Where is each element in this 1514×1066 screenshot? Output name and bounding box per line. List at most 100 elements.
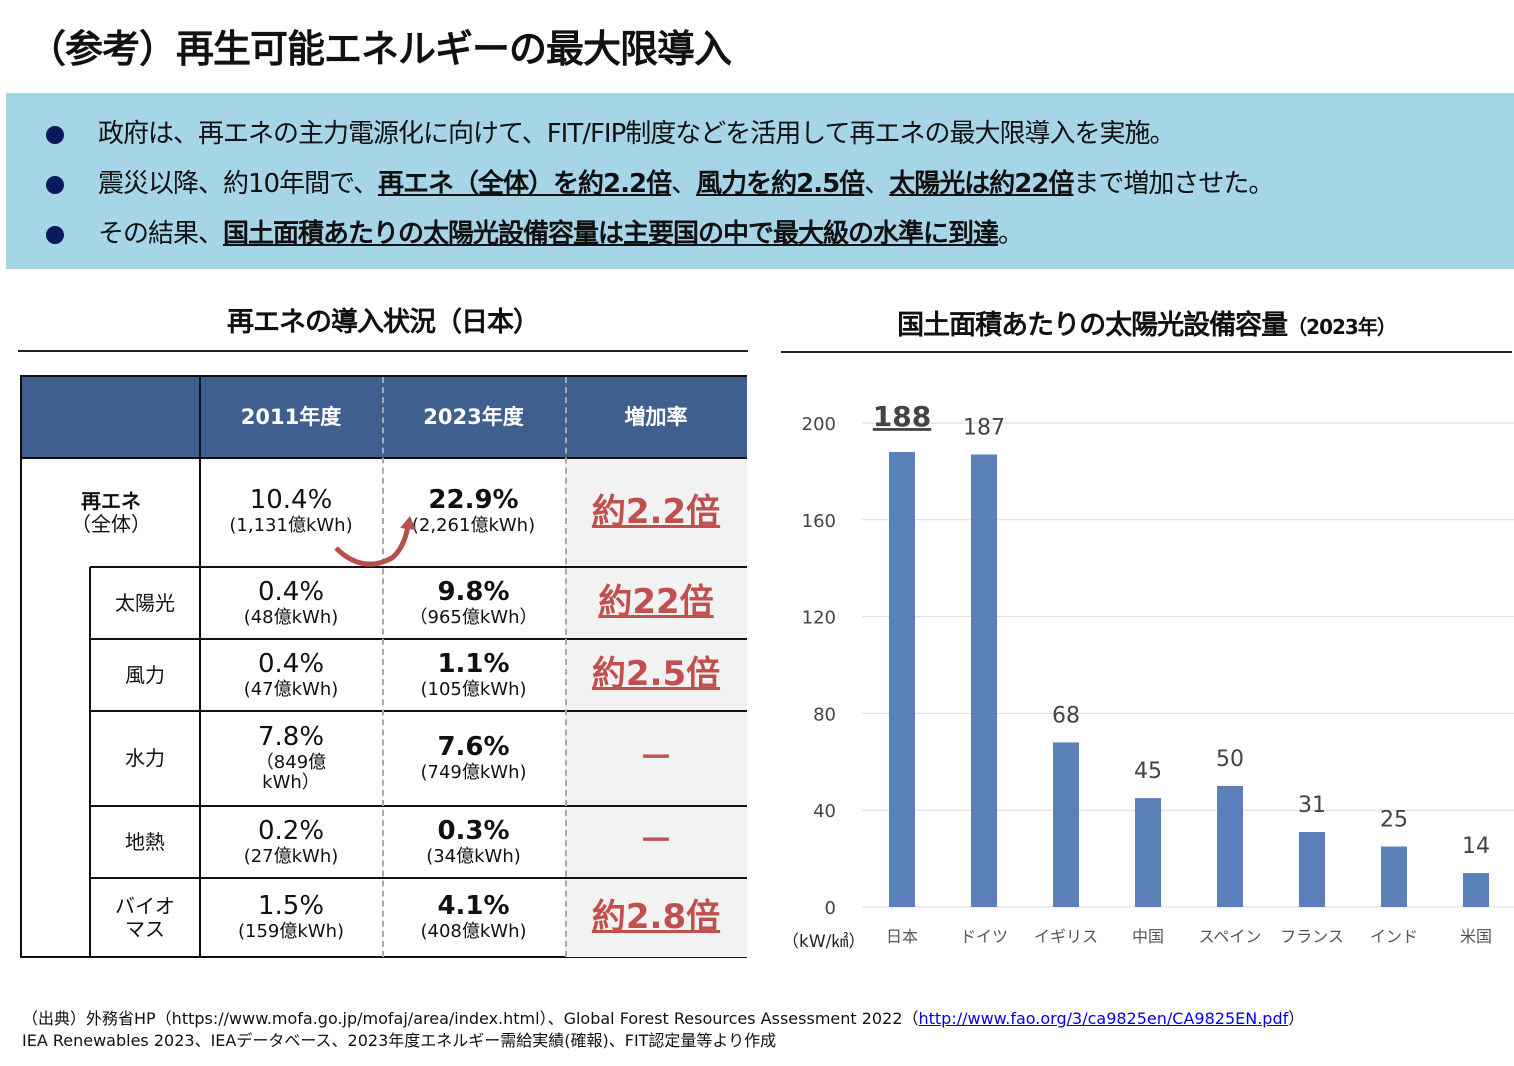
summary-box: 政府は、再エネの主力電源化に向けて、FIT/FIP制度などを活用して再エネの最大… [6, 93, 1514, 269]
row-label-text: 地熱 [125, 829, 165, 854]
value-2023: 9.8% （965億kWh） [382, 567, 565, 639]
row-label-text: バイオ マス [115, 893, 175, 941]
rate-cell-bg [565, 639, 747, 711]
x-tick-label: イギリス [1034, 927, 1098, 946]
source-link[interactable]: http://www.fao.org/3/ca9825en/CA9825EN.p… [918, 1009, 1289, 1028]
x-tick-label: 日本 [886, 927, 918, 946]
growth-rate-text: － [639, 821, 673, 862]
value-2011: 0.4% (47億kWh) [200, 639, 382, 711]
kwh-2011: (47億kWh) [243, 678, 339, 700]
kwh-2011: (1,131億kWh) [229, 514, 353, 536]
column-divider-dashed [382, 377, 384, 957]
column-header: 増加率 [565, 377, 747, 458]
growth-rate: 約2.5倍 [565, 639, 747, 711]
value-2011: 0.2% (27億kWh) [200, 806, 382, 878]
row-label-text: 太陽光 [115, 590, 175, 615]
bullet-icon [46, 225, 64, 244]
x-tick-label: 中国 [1132, 927, 1164, 946]
y-tick-label: 80 [813, 704, 836, 725]
y-tick-label: 200 [802, 414, 836, 435]
row-label: バイオ マス [90, 878, 200, 957]
value-2011: 10.4% (1,131億kWh) [200, 458, 382, 567]
growth-rate: 約22倍 [565, 567, 747, 639]
bullet-3: その結果、国土面積あたりの太陽光設備容量は主要国の中で最大級の水準に到達。 [46, 213, 1024, 250]
y-tick-label: 160 [802, 511, 836, 532]
emphasis-text: 再エネ（全体）を約2.2倍 [378, 169, 672, 199]
column-header: 2023年度 [382, 377, 565, 458]
column-header: 2011年度 [200, 377, 382, 458]
bullet-text: 、 [864, 169, 890, 199]
growth-rate: － [565, 711, 747, 806]
percent-2011: 0.2% [257, 815, 325, 846]
row-label: 太陽光 [90, 567, 200, 639]
bar [1299, 831, 1325, 907]
rate-cell-bg [565, 806, 747, 878]
bullet-text: 震災以降、約10年間で、 [98, 169, 379, 199]
page-title: （参考）再生可能エネルギーの最大限導入 [28, 27, 732, 71]
row-divider [90, 877, 747, 879]
kwh-2023: (2,261億kWh) [411, 514, 536, 536]
renewables-table: 2011年度 2023年度 増加率 再エネ （全体） 10.4% (1,131億kWh) 22… [20, 375, 747, 958]
value-2011: 7.8% （849億 kWh） [200, 711, 382, 806]
data-label: 31 [1298, 793, 1326, 818]
growth-rate: 約2.2倍 [565, 458, 747, 567]
percent-2011: 0.4% [257, 648, 325, 679]
source-note: （出典）外務省HP（https://www.mofa.go.jp/mofaj/a… [22, 1008, 1304, 1052]
row-divider [90, 566, 747, 568]
row-divider [90, 638, 747, 640]
row-divider [90, 710, 747, 712]
row-divider [90, 805, 747, 807]
x-tick-label: スペイン [1199, 927, 1262, 946]
kwh-2023: （965億kWh） [409, 606, 538, 628]
row-label-text: 再エネ [81, 488, 141, 513]
table-header [22, 377, 747, 458]
table-title: 再エネの導入状況（日本） [227, 307, 540, 338]
source-text: ） [1288, 1009, 1305, 1028]
value-2023: 1.1% (105億kWh) [382, 639, 565, 711]
bullet-2: 震災以降、約10年間で、再エネ（全体）を約2.2倍、風力を約2.5倍、太陽光は約… [46, 163, 1274, 200]
percent-2023: 7.6% [437, 732, 510, 763]
row-label-text: 風力 [125, 662, 165, 687]
percent-2011: 7.8% [257, 721, 325, 752]
data-label: 50 [1216, 747, 1244, 772]
chart-title: 国土面積あたりの太陽光設備容量（2023年） [897, 310, 1397, 341]
column-divider [89, 567, 91, 957]
bar [1381, 846, 1407, 907]
data-label: 14 [1462, 834, 1490, 859]
kwh-2023: (105億kWh) [420, 678, 527, 700]
bullet-text: まで増加させた。 [1073, 169, 1274, 199]
percent-2023: 4.1% [437, 891, 510, 922]
value-2011: 1.5% (159億kWh) [200, 878, 382, 957]
rate-cell-bg [565, 567, 747, 639]
growth-rate: － [565, 806, 747, 878]
row-label: 風力 [90, 639, 200, 711]
percent-2011: 10.4% [249, 485, 333, 515]
x-tick-label: 米国 [1460, 927, 1492, 946]
growth-rate-text: 約2.5倍 [591, 654, 721, 695]
data-label: 188 [873, 400, 931, 433]
divider [18, 350, 748, 352]
rate-cell-bg [565, 458, 747, 567]
value-2023: 22.9% (2,261億kWh) [382, 458, 565, 567]
y-tick-label: 120 [802, 608, 836, 629]
row-label: 水力 [90, 711, 200, 806]
growth-rate-text: 約2.8倍 [591, 896, 721, 937]
x-tick-label: ドイツ [960, 927, 1008, 946]
data-label: 45 [1134, 759, 1162, 784]
column-divider-dashed [565, 377, 567, 957]
value-2023: 0.3% (34億kWh) [382, 806, 565, 878]
percent-2011: 1.5% [257, 891, 325, 922]
value-2011: 0.4% (48億kWh) [200, 567, 382, 639]
bar [1463, 873, 1489, 907]
bullet-icon [46, 175, 64, 194]
bullet-text: その結果、 [98, 219, 224, 249]
kwh-2023: (34億kWh) [426, 845, 521, 867]
row-label-text: 水力 [125, 746, 165, 770]
row-label: 再エネ （全体） [22, 458, 200, 567]
percent-2023: 22.9% [428, 485, 519, 515]
bar [1135, 798, 1161, 907]
rate-cell-bg [565, 878, 747, 957]
percent-2023: 9.8% [437, 576, 510, 607]
growth-rate-text: － [639, 737, 673, 778]
value-2023: 4.1% (408億kWh) [382, 878, 565, 957]
